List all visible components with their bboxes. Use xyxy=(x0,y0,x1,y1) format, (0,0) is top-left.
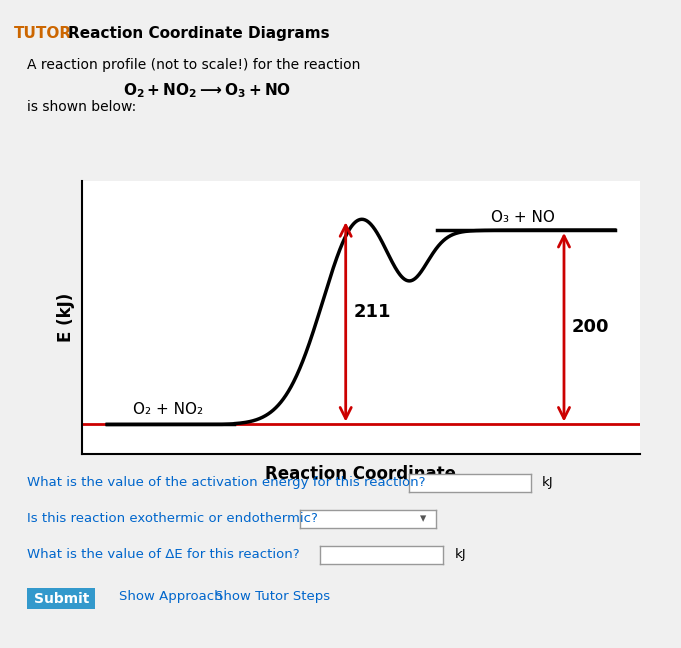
Text: kJ: kJ xyxy=(455,548,466,561)
Y-axis label: E (kJ): E (kJ) xyxy=(57,293,75,342)
Text: Is this reaction exothermic or endothermic?: Is this reaction exothermic or endotherm… xyxy=(27,512,318,525)
Text: A reaction profile (not to scale!) for the reaction: A reaction profile (not to scale!) for t… xyxy=(27,58,361,73)
Text: Show Tutor Steps: Show Tutor Steps xyxy=(215,590,330,603)
Text: What is the value of the activation energy for this reaction?: What is the value of the activation ener… xyxy=(27,476,426,489)
Text: O₃ + NO: O₃ + NO xyxy=(492,210,555,226)
Text: Reaction Coordinate Diagrams: Reaction Coordinate Diagrams xyxy=(68,26,330,41)
X-axis label: Reaction Coordinate: Reaction Coordinate xyxy=(266,465,456,483)
Text: Show Approach: Show Approach xyxy=(119,590,223,603)
Text: ▾: ▾ xyxy=(420,513,426,526)
Text: What is the value of ΔE for this reaction?: What is the value of ΔE for this reactio… xyxy=(27,548,300,561)
Text: 211: 211 xyxy=(353,303,391,321)
Text: is shown below:: is shown below: xyxy=(27,100,136,115)
Text: $\mathbf{O_2 + NO_2{\longrightarrow}O_3 + NO}$: $\mathbf{O_2 + NO_2{\longrightarrow}O_3 … xyxy=(123,81,291,100)
Text: kJ: kJ xyxy=(541,476,553,489)
Text: Submit: Submit xyxy=(33,592,89,606)
Text: 200: 200 xyxy=(571,318,609,336)
Text: O₂ + NO₂: O₂ + NO₂ xyxy=(133,402,203,417)
Text: TUTOR: TUTOR xyxy=(14,26,72,41)
